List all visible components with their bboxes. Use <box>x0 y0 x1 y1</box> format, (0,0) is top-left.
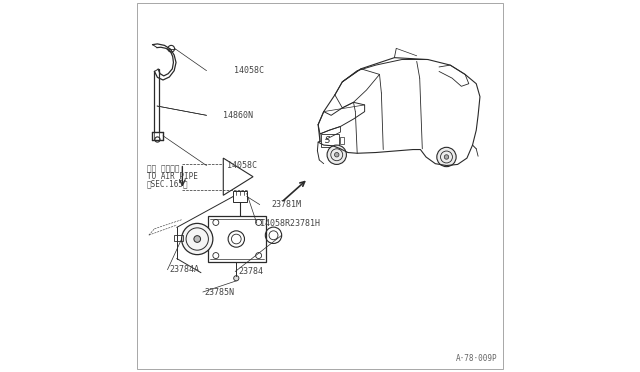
Circle shape <box>234 276 239 281</box>
Text: TO AIR PIPE: TO AIR PIPE <box>147 172 198 181</box>
Text: 23781M: 23781M <box>271 200 301 209</box>
Text: A·78·009P: A·78·009P <box>456 354 498 363</box>
Text: 14058C: 14058C <box>227 161 257 170</box>
Text: 23784: 23784 <box>238 267 263 276</box>
Text: エア  パイプへ: エア パイプへ <box>147 165 180 174</box>
Text: S: S <box>324 136 330 145</box>
Text: 14058C: 14058C <box>234 66 264 75</box>
Text: （SEC.165）: （SEC.165） <box>147 179 189 188</box>
Circle shape <box>327 145 346 164</box>
Circle shape <box>437 147 456 167</box>
Text: 14860N: 14860N <box>223 111 253 120</box>
Text: 14058R23781H: 14058R23781H <box>260 219 321 228</box>
Text: 23784A: 23784A <box>170 265 199 274</box>
Circle shape <box>182 223 213 254</box>
Circle shape <box>444 155 449 159</box>
Text: 23785N: 23785N <box>205 288 235 296</box>
Circle shape <box>335 153 339 157</box>
Circle shape <box>194 236 200 243</box>
